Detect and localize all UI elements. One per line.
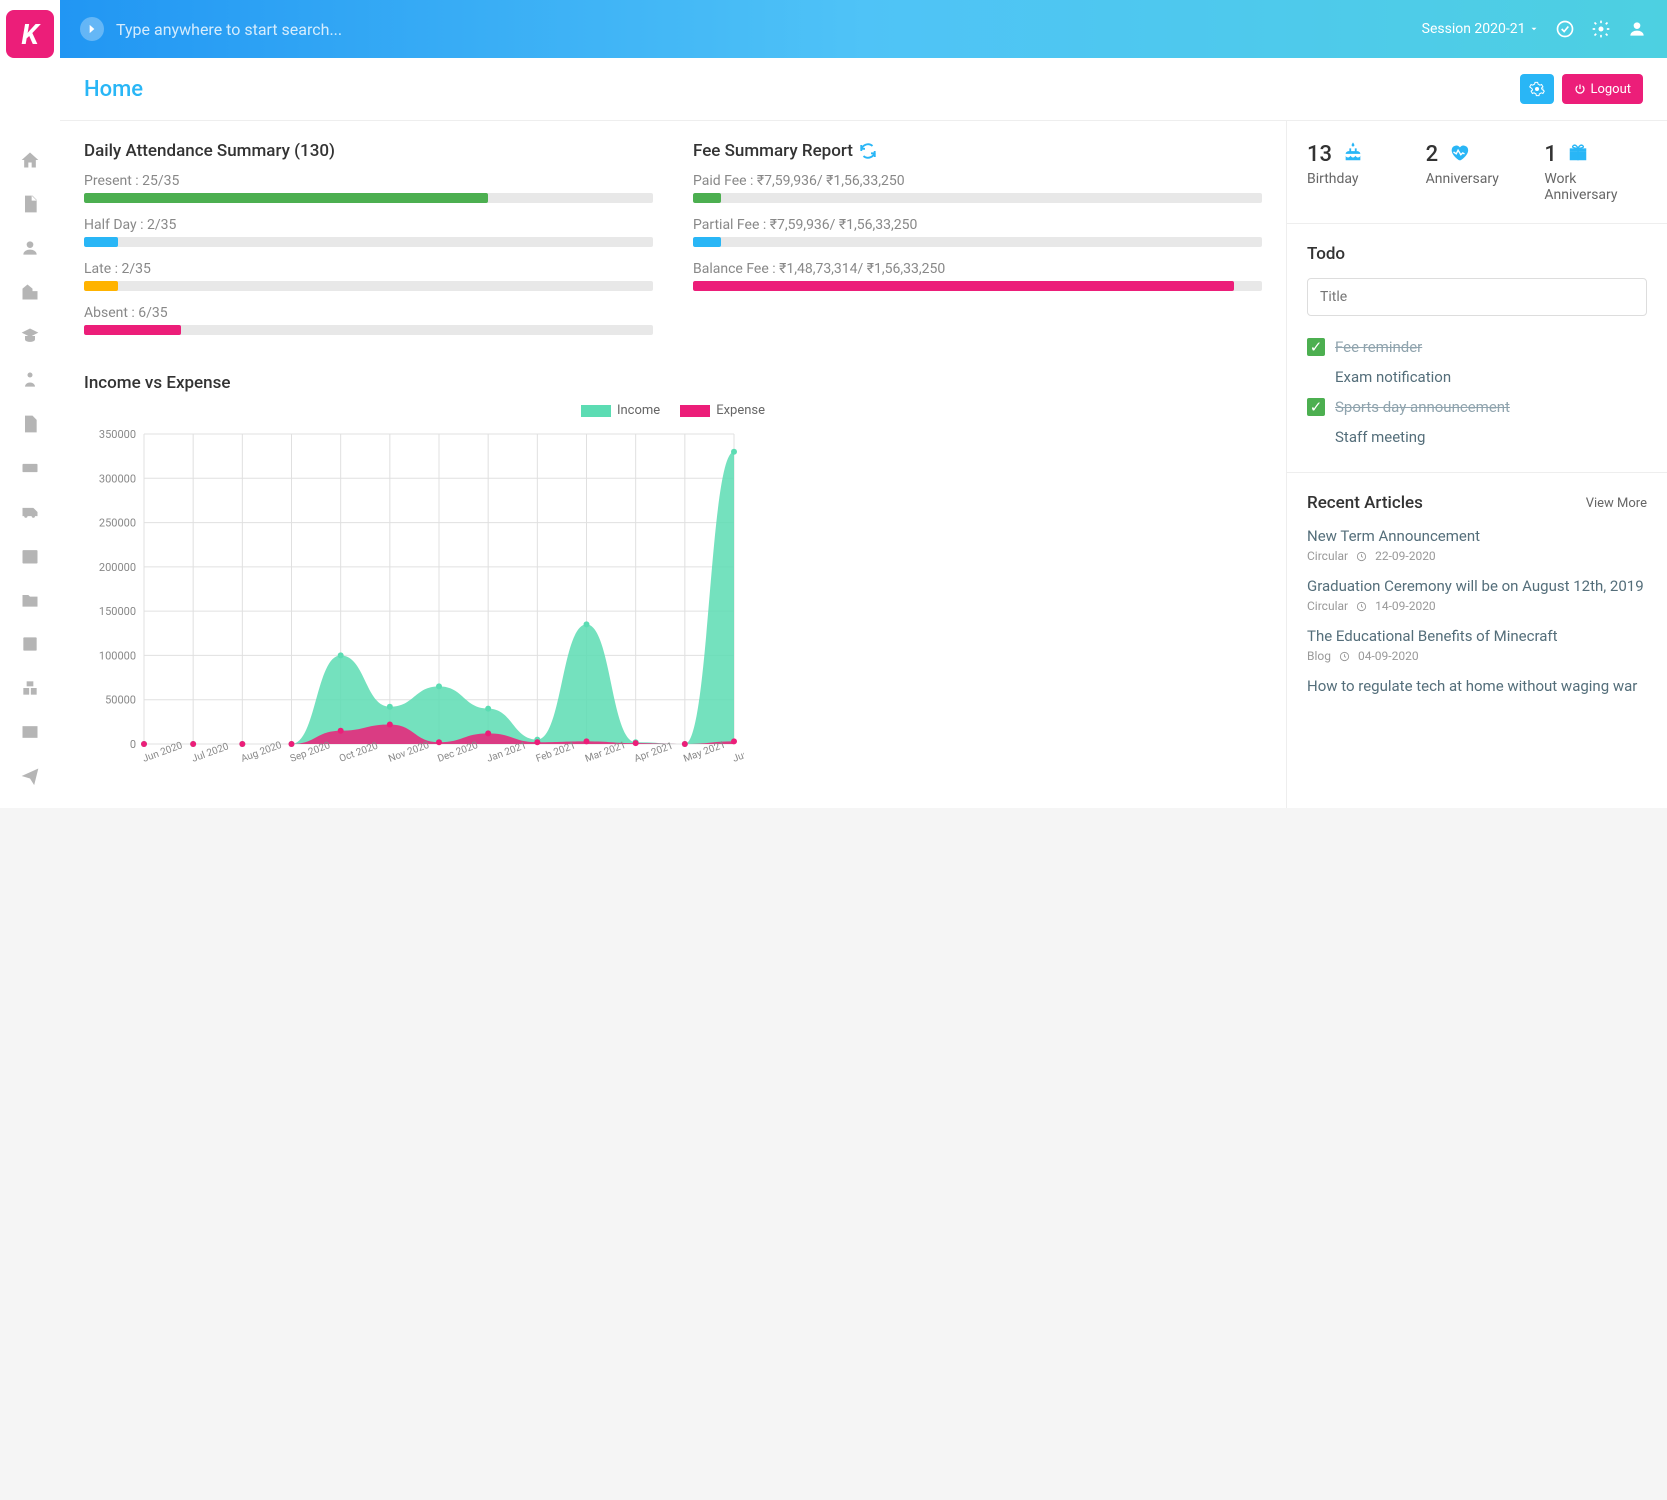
search-input[interactable] bbox=[116, 20, 1422, 39]
nav-staff-icon[interactable] bbox=[18, 368, 42, 392]
nav-user-icon[interactable] bbox=[18, 236, 42, 260]
gift-icon bbox=[1567, 141, 1589, 167]
nav-table-icon[interactable] bbox=[18, 720, 42, 744]
nav-folder-icon[interactable] bbox=[18, 588, 42, 612]
todo-title: Todo bbox=[1307, 244, 1647, 264]
right-column: 13Birthday2Anniversary1Work Anniversary … bbox=[1287, 121, 1667, 808]
attendance-summary: Daily Attendance Summary (130) Present :… bbox=[84, 141, 653, 349]
article-item[interactable]: Graduation Ceremony will be on August 12… bbox=[1307, 577, 1647, 613]
user-icon[interactable] bbox=[1627, 19, 1647, 39]
chart-legend: Income Expense bbox=[84, 403, 1262, 418]
checkbox-icon[interactable] bbox=[1307, 428, 1325, 446]
checkbox-icon[interactable]: ✓ bbox=[1307, 338, 1325, 356]
checkbox-icon[interactable] bbox=[1307, 368, 1325, 386]
todo-item[interactable]: ✓Sports day announcement bbox=[1307, 392, 1647, 422]
refresh-icon[interactable] bbox=[859, 142, 877, 160]
checkbox-icon[interactable]: ✓ bbox=[1307, 398, 1325, 416]
fee-title: Fee Summary Report bbox=[693, 141, 1262, 161]
left-column: Daily Attendance Summary (130) Present :… bbox=[60, 121, 1287, 808]
logo[interactable]: K bbox=[6, 10, 54, 58]
todo-section: Todo ✓Fee reminderExam notification✓Spor… bbox=[1287, 224, 1667, 473]
nav-calendar-icon[interactable] bbox=[18, 544, 42, 568]
chart: 0 50000 100000 150000 200000 250000 300000 3500… bbox=[84, 424, 1262, 788]
nav-transport-icon[interactable] bbox=[18, 500, 42, 524]
stats-cards: 13Birthday 2Anniversary1Work Anniversary bbox=[1287, 121, 1667, 224]
page-header: Home Logout bbox=[60, 58, 1667, 121]
settings-button[interactable] bbox=[1520, 74, 1554, 104]
nav-book-icon[interactable] bbox=[18, 632, 42, 656]
svg-text:250000: 250000 bbox=[99, 517, 136, 530]
arrow-right-icon[interactable] bbox=[80, 17, 104, 41]
articles-title: Recent Articles bbox=[1307, 493, 1423, 513]
fee-summary: Fee Summary Report Paid Fee : ₹7,59,936/… bbox=[693, 141, 1262, 349]
page-title: Home bbox=[84, 77, 143, 102]
stat-card[interactable]: 1Work Anniversary bbox=[1544, 141, 1647, 203]
todo-item[interactable]: Exam notification bbox=[1307, 362, 1647, 392]
check-circle-icon[interactable] bbox=[1555, 19, 1575, 39]
settings-icon[interactable] bbox=[1591, 19, 1611, 39]
nav-building-icon[interactable] bbox=[18, 280, 42, 304]
svg-text:200000: 200000 bbox=[99, 561, 136, 574]
chart-title: Income vs Expense bbox=[84, 373, 1262, 393]
stat-card[interactable]: 2Anniversary bbox=[1426, 141, 1529, 203]
nav-money-icon[interactable] bbox=[18, 456, 42, 480]
article-item[interactable]: The Educational Benefits of MinecraftBlo… bbox=[1307, 627, 1647, 663]
nav-home-icon[interactable] bbox=[18, 148, 42, 172]
topbar: Session 2020-21 bbox=[60, 0, 1667, 58]
svg-text:50000: 50000 bbox=[105, 694, 136, 707]
todo-input[interactable] bbox=[1307, 278, 1647, 316]
nav-send-icon[interactable] bbox=[18, 764, 42, 788]
svg-text:100000: 100000 bbox=[99, 649, 136, 662]
svg-text:0: 0 bbox=[130, 738, 136, 751]
nav-file-icon[interactable] bbox=[18, 412, 42, 436]
stat-row: Half Day : 2/35 bbox=[84, 217, 653, 247]
todo-item[interactable]: Staff meeting bbox=[1307, 422, 1647, 452]
stat-row: Partial Fee : ₹7,59,936/ ₹1,56,33,250 bbox=[693, 217, 1262, 247]
stat-row: Absent : 6/35 bbox=[84, 305, 653, 335]
nav-graduation-icon[interactable] bbox=[18, 324, 42, 348]
svg-text:350000: 350000 bbox=[99, 428, 136, 441]
svg-text:300000: 300000 bbox=[99, 472, 136, 485]
nav-document-icon[interactable] bbox=[18, 192, 42, 216]
session-selector[interactable]: Session 2020-21 bbox=[1422, 21, 1539, 37]
stat-card[interactable]: 13Birthday bbox=[1307, 141, 1410, 203]
logout-button[interactable]: Logout bbox=[1562, 74, 1643, 104]
attendance-title: Daily Attendance Summary (130) bbox=[84, 141, 653, 161]
svg-text:Jul 2020: Jul 2020 bbox=[190, 741, 230, 765]
stat-row: Paid Fee : ₹7,59,936/ ₹1,56,33,250 bbox=[693, 173, 1262, 203]
cake-icon bbox=[1342, 141, 1364, 167]
view-more-link[interactable]: View More bbox=[1586, 496, 1647, 511]
stat-row: Balance Fee : ₹1,48,73,314/ ₹1,56,33,250 bbox=[693, 261, 1262, 291]
chart-section: Income vs Expense Income Expense 0 50000 1… bbox=[84, 373, 1262, 788]
main: Session 2020-21 Home Logout Daily Attend… bbox=[60, 0, 1667, 808]
svg-text:150000: 150000 bbox=[99, 605, 136, 618]
article-item[interactable]: How to regulate tech at home without wag… bbox=[1307, 677, 1647, 695]
stat-row: Late : 2/35 bbox=[84, 261, 653, 291]
stat-row: Present : 25/35 bbox=[84, 173, 653, 203]
nav-inventory-icon[interactable] bbox=[18, 676, 42, 700]
sidebar: K bbox=[0, 0, 60, 808]
heart-icon bbox=[1448, 141, 1470, 167]
content: Daily Attendance Summary (130) Present :… bbox=[60, 121, 1667, 808]
todo-item[interactable]: ✓Fee reminder bbox=[1307, 332, 1647, 362]
articles-section: Recent Articles View More New Term Annou… bbox=[1287, 473, 1667, 729]
article-item[interactable]: New Term AnnouncementCircular22-09-2020 bbox=[1307, 527, 1647, 563]
